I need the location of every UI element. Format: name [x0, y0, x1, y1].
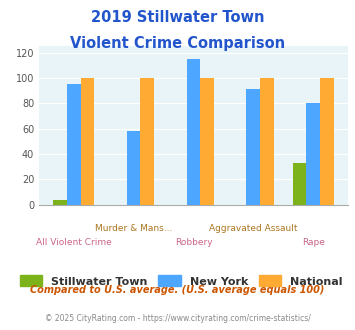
- Text: Violent Crime Comparison: Violent Crime Comparison: [70, 36, 285, 51]
- Bar: [81, 78, 94, 205]
- Text: 2019 Stillwater Town: 2019 Stillwater Town: [91, 10, 264, 25]
- Bar: [53, 200, 67, 205]
- Text: Rape: Rape: [302, 238, 324, 247]
- Bar: [246, 89, 260, 205]
- Text: © 2025 CityRating.com - https://www.cityrating.com/crime-statistics/: © 2025 CityRating.com - https://www.city…: [45, 314, 310, 323]
- Bar: [127, 131, 141, 205]
- Bar: [306, 103, 320, 205]
- Text: All Violent Crime: All Violent Crime: [36, 238, 111, 247]
- Bar: [141, 78, 154, 205]
- Bar: [320, 78, 334, 205]
- Bar: [67, 84, 81, 205]
- Text: Murder & Mans...: Murder & Mans...: [95, 224, 172, 233]
- Bar: [293, 163, 306, 205]
- Text: Compared to U.S. average. (U.S. average equals 100): Compared to U.S. average. (U.S. average …: [30, 285, 325, 295]
- Bar: [260, 78, 274, 205]
- Text: Robbery: Robbery: [175, 238, 212, 247]
- Bar: [187, 59, 200, 205]
- Bar: [200, 78, 214, 205]
- Text: Aggravated Assault: Aggravated Assault: [209, 224, 297, 233]
- Legend: Stillwater Town, New York, National: Stillwater Town, New York, National: [20, 275, 343, 286]
